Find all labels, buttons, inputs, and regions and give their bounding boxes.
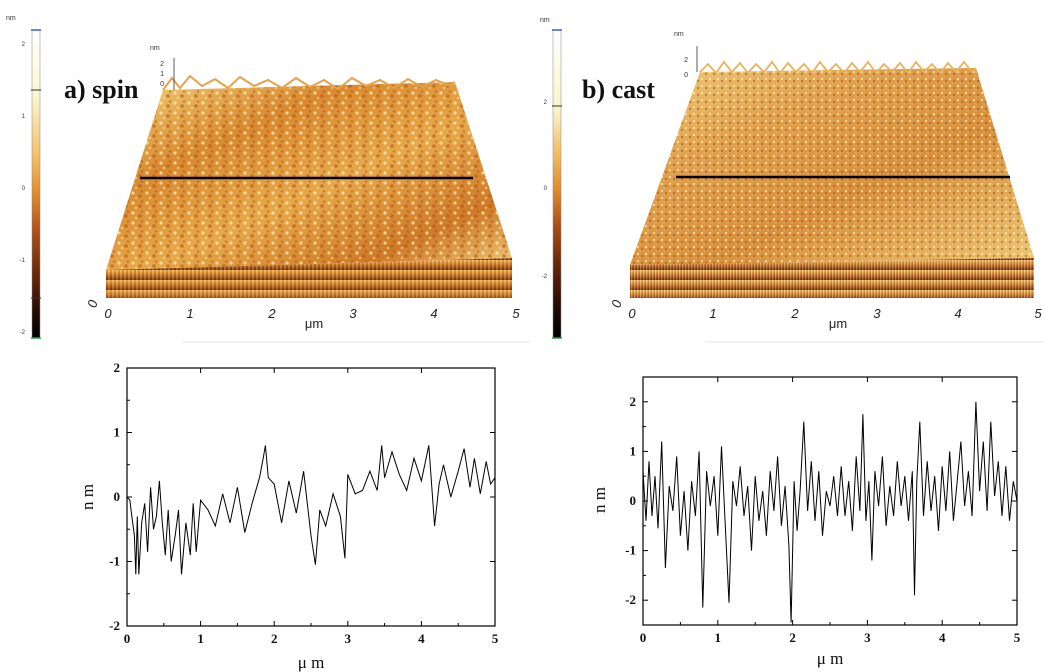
z-axis-unit: nm — [150, 45, 160, 52]
surface-side — [630, 258, 1034, 298]
profile-plot-spin: 0 1 2 3 4 5 2 1 0 -1 -2 μ m n m — [78, 360, 499, 672]
x-tick-label: 4 — [418, 631, 425, 646]
colorbar-gradient — [552, 29, 562, 339]
colorbar-unit: nm — [6, 15, 16, 22]
x-axis-unit: μm — [829, 316, 847, 331]
x-axis-label: μ m — [298, 653, 325, 672]
y-tick-label: -1 — [109, 554, 120, 569]
x-tick-label: 5 — [492, 631, 499, 646]
y-tick-label: 2 — [630, 394, 637, 409]
z-axis-tick: 2 — [684, 57, 688, 64]
x-axis-tick: 5 — [1034, 306, 1042, 321]
colorbar-gradient — [31, 29, 41, 339]
panel-label-cast: b) cast — [582, 75, 655, 104]
y-tick-label: -1 — [625, 543, 636, 558]
colorbar-unit: nm — [540, 17, 550, 24]
x-tick-label: 4 — [939, 630, 946, 645]
y-axis-label: n m — [78, 484, 97, 510]
colorbar-cast: nm 2 0 -2 — [540, 17, 562, 339]
x-axis-tick: 2 — [790, 306, 799, 321]
surface-edge — [162, 74, 456, 91]
x-tick-label: 0 — [124, 631, 131, 646]
surface-corner-tick: 0 — [84, 298, 101, 310]
x-axis-tick: 0 — [104, 306, 112, 321]
y-tick-label: 2 — [114, 360, 121, 375]
colorbar-spin: nm 2 1 0 -1 -2 — [6, 15, 41, 339]
z-axis-tick: 0 — [160, 81, 164, 88]
afm-surface-spin: nm 2 1 0 0 0 1 2 3 4 5 μm a) spin — [64, 45, 530, 343]
x-axis-tick: 5 — [512, 306, 520, 321]
x-axis-tick: 3 — [349, 306, 357, 321]
x-tick-label: 0 — [640, 630, 647, 645]
x-tick-label: 5 — [1014, 630, 1021, 645]
x-tick-label: 3 — [345, 631, 352, 646]
y-tick-label: -2 — [109, 618, 120, 633]
afm-surface-cast: nm 2 0 0 0 1 2 3 4 5 μm b) cast — [582, 31, 1044, 343]
x-axis-tick: 0 — [628, 306, 636, 321]
tick-group: 0 1 2 3 4 5 2 1 0 -1 -2 — [625, 377, 1021, 645]
x-tick-label: 2 — [271, 631, 278, 646]
profile-series-line — [126, 445, 496, 575]
y-tick-label: 1 — [114, 425, 121, 440]
surface-texture — [106, 82, 512, 270]
tick-group: 0 1 2 3 4 5 2 1 0 -1 -2 — [109, 360, 499, 646]
colorbar-tick: -2 — [20, 330, 26, 336]
z-axis-tick: 0 — [684, 72, 688, 79]
colorbar-tick: 2 — [22, 42, 26, 48]
colorbar-tick: 0 — [22, 186, 26, 192]
x-axis-tick: 1 — [709, 306, 716, 321]
x-axis-tick: 2 — [267, 306, 276, 321]
colorbar-tick: -1 — [20, 258, 26, 264]
x-axis-tick: 1 — [186, 306, 193, 321]
z-axis-tick: 2 — [160, 61, 164, 68]
z-axis-tick: 1 — [160, 71, 164, 78]
colorbar-tick: 1 — [22, 114, 26, 120]
surface-texture — [630, 68, 1034, 265]
z-axis-unit: nm — [674, 31, 684, 38]
panel-label-spin: a) spin — [64, 75, 139, 104]
x-axis-tick: 3 — [873, 306, 881, 321]
y-tick-label: -2 — [625, 592, 636, 607]
plot-frame — [126, 367, 496, 627]
profile-plot-cast: 0 1 2 3 4 5 2 1 0 -1 -2 μ m n m — [590, 376, 1021, 668]
x-axis-tick: 4 — [430, 306, 437, 321]
plot-frame — [642, 376, 1018, 626]
colorbar-tick: -2 — [542, 274, 548, 280]
x-tick-label: 1 — [197, 631, 204, 646]
y-tick-label: 1 — [630, 443, 637, 458]
y-tick-label: 0 — [114, 489, 121, 504]
colorbar-tick: 0 — [544, 186, 548, 192]
x-tick-label: 3 — [864, 630, 871, 645]
x-axis-tick: 4 — [954, 306, 961, 321]
y-tick-label: 0 — [630, 493, 637, 508]
x-axis-label: μ m — [817, 649, 844, 668]
surface-corner-tick: 0 — [608, 298, 625, 310]
colorbar-tick: 2 — [544, 100, 548, 106]
x-axis-unit: μm — [305, 316, 323, 331]
surface-side — [106, 258, 512, 298]
x-tick-label: 2 — [789, 630, 796, 645]
profile-series-line — [642, 401, 1018, 623]
y-axis-label: n m — [590, 487, 609, 513]
surface-edge — [699, 60, 977, 75]
x-tick-label: 1 — [715, 630, 722, 645]
